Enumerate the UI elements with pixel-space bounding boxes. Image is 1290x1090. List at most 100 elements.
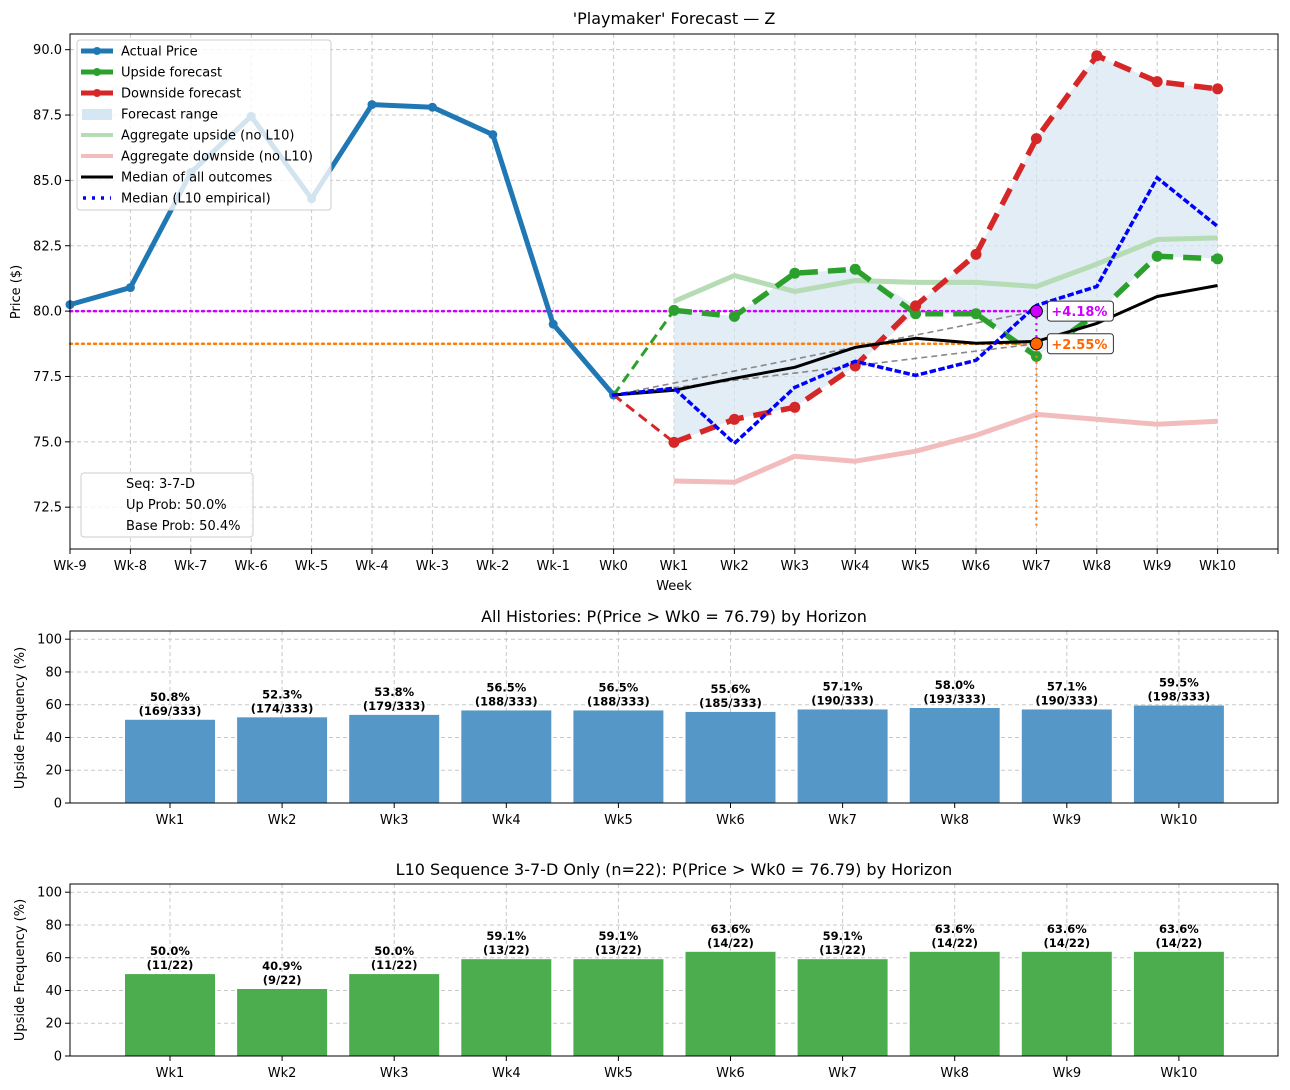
stats-line: Up Prob: 50.0% — [126, 498, 227, 513]
downside-forecast-point — [1151, 76, 1163, 88]
bar-wk2 — [237, 717, 328, 803]
bar-value-label: 50.0% — [374, 944, 414, 958]
x-tick-label: Wk2 — [720, 559, 749, 574]
stats-box: Seq: 3-7-D Up Prob: 50.0% Base Prob: 50.4% — [80, 472, 254, 538]
legend-marker — [93, 68, 101, 76]
x-tick-label: Wk-6 — [235, 559, 268, 574]
upside-forecast-point — [668, 304, 680, 316]
bar-value-label: 63.6% — [935, 922, 975, 936]
bar-wk10 — [1133, 951, 1224, 1056]
x-tick-label: Wk9 — [1143, 559, 1172, 574]
legend-label: Forecast range — [121, 108, 218, 123]
bar-value-label: 59.1% — [598, 929, 638, 943]
x-tick-label: Wk-5 — [295, 559, 328, 574]
annotation-label: +2.55% — [1051, 338, 1107, 353]
stats-line: Base Prob: 50.4% — [126, 519, 240, 534]
bar-plot-frame — [69, 630, 1279, 804]
bar-wk4 — [461, 710, 552, 803]
actual-price-point — [367, 100, 377, 110]
bar-count-label: (169/333) — [139, 704, 202, 718]
upside-forecast-connector — [612, 309, 676, 396]
x-tick-label: Wk-8 — [114, 559, 147, 574]
legend-label: Actual Price — [121, 45, 198, 60]
bar-count-label: (193/333) — [923, 692, 986, 706]
legend-label: Median of all outcomes — [121, 171, 272, 186]
trend-line-target-median — [613, 342, 1037, 396]
x-tick-label: Wk6 — [962, 559, 991, 574]
x-tick-label: Wk-7 — [174, 559, 207, 574]
forecast-legend: Actual Price Upside forecast Downside fore… — [76, 39, 332, 211]
x-tick-label: Wk-3 — [416, 559, 449, 574]
x-tick-label: Wk1 — [156, 813, 185, 828]
x-tick-label: Wk8 — [940, 1066, 969, 1081]
upside-forecast-point — [970, 308, 982, 320]
x-tick-label: Wk9 — [1052, 813, 1081, 828]
x-tick-label: Wk4 — [841, 559, 870, 574]
y-tick-label: 80.0 — [33, 305, 62, 320]
bar-wk10 — [1133, 705, 1224, 803]
annotation-box — [1046, 300, 1114, 322]
bar-wk9 — [1021, 951, 1112, 1056]
bar-count-label: (188/333) — [475, 694, 538, 708]
bar-count-label: (179/333) — [363, 699, 426, 713]
bar-value-label: 56.5% — [598, 680, 638, 694]
upside-forecast-line — [673, 253, 1218, 360]
upside-forecast-point — [849, 263, 861, 275]
bar-count-label: (14/22) — [1043, 936, 1090, 950]
downside-forecast-point — [1030, 133, 1042, 145]
l10-sequence-ylabel: Upside Frequency (%) — [13, 899, 28, 1041]
y-tick-label: 80 — [45, 665, 62, 680]
downside-forecast-point — [1091, 50, 1103, 62]
x-tick-label: Wk-4 — [355, 559, 388, 574]
bar-wk3 — [349, 974, 440, 1056]
bar-value-label: 63.6% — [711, 922, 751, 936]
downside-forecast-point — [1212, 83, 1224, 95]
annotation-box — [1046, 333, 1114, 355]
downside-forecast-line — [673, 52, 1218, 445]
y-tick-label: 100 — [37, 633, 62, 648]
upside-forecast-point — [728, 310, 740, 322]
x-tick-label: Wk-9 — [53, 559, 86, 574]
x-tick-label: Wk1 — [156, 1066, 185, 1081]
downside-forecast-connector — [612, 393, 675, 444]
bar-count-label: (13/22) — [483, 943, 530, 957]
bar-value-label: 58.0% — [935, 678, 975, 692]
bar-count-label: (190/333) — [811, 693, 874, 707]
bar-count-label: (198/333) — [1148, 690, 1211, 704]
downside-forecast-point — [728, 413, 740, 425]
forecast-axes: Wk-9 Wk-8 Wk-7 Wk-6 Wk-5 Wk-4 Wk-3 Wk-2 Wk-1 Wk0 W… — [33, 43, 1279, 574]
y-tick-label: 0 — [54, 1050, 62, 1065]
legend-marker — [93, 47, 101, 55]
legend-label: Aggregate downside (no L10) — [121, 150, 313, 165]
x-tick-label: Wk2 — [268, 813, 297, 828]
x-tick-label: Wk3 — [380, 813, 409, 828]
annotation-marker — [1029, 304, 1043, 318]
all-histories-title: All Histories: P(Price > Wk0 = 76.79) by… — [481, 607, 867, 626]
forecast-ylabel: Price ($) — [9, 265, 24, 319]
bar-count-label: (9/22) — [263, 973, 302, 987]
downside-forecast-point — [910, 300, 922, 312]
bar-wk3 — [349, 714, 440, 803]
y-tick-label: 75.0 — [33, 435, 62, 450]
bar-wk1 — [125, 974, 215, 1056]
x-tick-label: Wk3 — [380, 1066, 409, 1081]
bar-wk8 — [909, 707, 1000, 803]
bar-wk4 — [461, 959, 552, 1056]
y-tick-label: 82.5 — [33, 239, 62, 254]
bar-wk6 — [685, 711, 776, 803]
x-tick-label: Wk10 — [1199, 559, 1236, 574]
bar-wk5 — [573, 959, 664, 1056]
bar-count-label: (14/22) — [931, 936, 978, 950]
x-tick-label: Wk5 — [604, 1066, 633, 1081]
x-tick-label: Wk9 — [1052, 1066, 1081, 1081]
bar-count-label: (185/333) — [699, 696, 762, 710]
actual-price-point — [548, 319, 558, 329]
bar-count-label: (13/22) — [819, 943, 866, 957]
bar-wk6 — [685, 951, 776, 1056]
bar-count-label: (11/22) — [147, 958, 194, 972]
bar-wk7 — [797, 709, 888, 803]
y-tick-label: 87.5 — [33, 109, 62, 124]
aggregate-downside-no-l10-line — [673, 411, 1218, 485]
x-tick-label: Wk7 — [828, 1066, 857, 1081]
